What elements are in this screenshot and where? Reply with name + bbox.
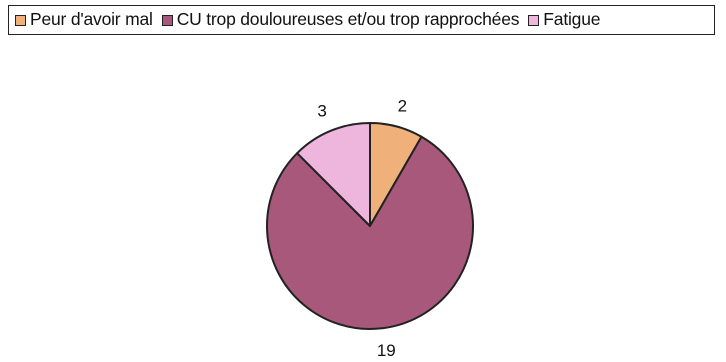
legend-label-cu: CU trop douloureuses et/ou trop rapproch… [176, 9, 520, 30]
legend-item-fatigue: Fatigue [528, 11, 600, 29]
pie-slice-cu [266, 135, 474, 330]
legend-label-fatigue: Fatigue [543, 9, 601, 30]
legend-item-peur: Peur d'avoir mal [15, 11, 153, 29]
pie-slice-fatigue [296, 122, 371, 227]
legend-swatch-peur [15, 14, 26, 26]
data-label-fatigue: 3 [317, 102, 326, 121]
legend-item-cu: CU trop douloureuses et/ou trop rapproch… [161, 9, 520, 30]
legend-swatch-cu [161, 14, 173, 26]
data-label-peur: 2 [398, 96, 407, 115]
data-label-cu: 19 [377, 341, 396, 360]
legend-swatch-fatigue [528, 14, 540, 26]
legend-label-peur: Peur d'avoir mal [30, 9, 153, 30]
chart-legend: Peur d'avoir mal CU trop douloureuses et… [8, 5, 715, 35]
